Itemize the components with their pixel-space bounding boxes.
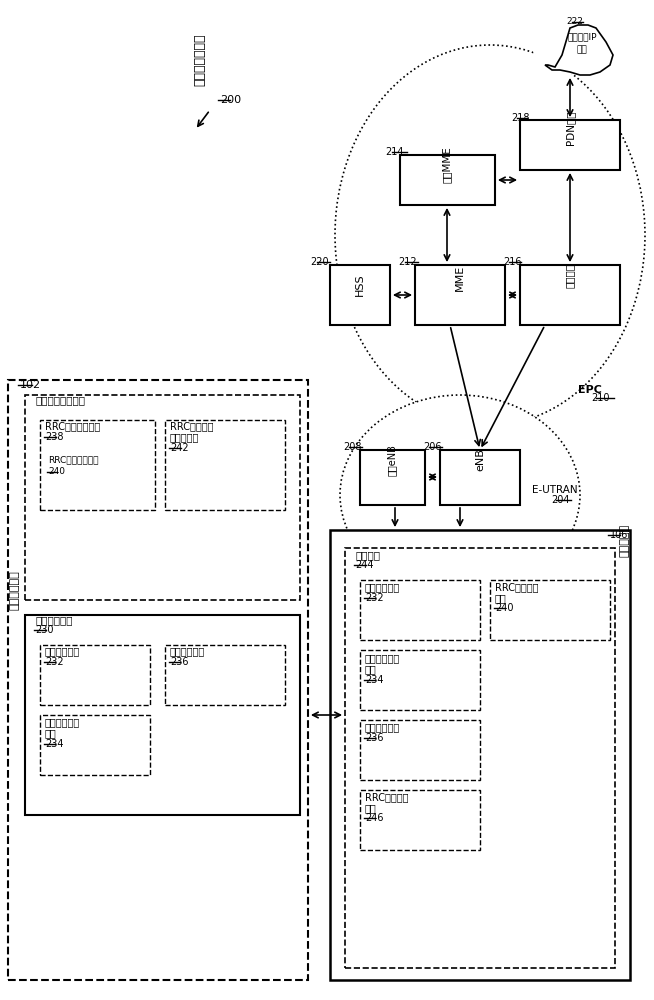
Text: 第二测量报告: 第二测量报告: [365, 722, 400, 732]
Bar: [400, 155, 495, 205]
Text: 指示: 指示: [45, 728, 57, 738]
Text: RRC重新配置指示: RRC重新配置指示: [48, 456, 99, 464]
Text: 指示: 指示: [495, 593, 507, 603]
Ellipse shape: [340, 395, 580, 595]
Text: RRC重新配置: RRC重新配置: [170, 421, 213, 431]
Bar: [40, 715, 150, 775]
Circle shape: [567, 37, 603, 73]
Text: 244: 244: [355, 560, 373, 570]
Text: 指示: 指示: [365, 664, 377, 674]
Text: 运营商的IP: 运营商的IP: [567, 32, 596, 41]
Bar: [520, 120, 620, 170]
Bar: [165, 420, 285, 510]
Bar: [345, 548, 615, 968]
Text: eNB: eNB: [475, 449, 485, 471]
Circle shape: [594, 39, 626, 71]
Text: 238: 238: [45, 432, 63, 442]
Bar: [8, 380, 308, 980]
Bar: [360, 790, 480, 850]
Text: 232: 232: [365, 593, 384, 603]
Bar: [40, 645, 150, 705]
Bar: [40, 420, 155, 510]
Text: 222: 222: [566, 17, 583, 26]
Bar: [440, 450, 520, 505]
Text: E-UTRAN: E-UTRAN: [532, 485, 578, 495]
Text: 204: 204: [551, 495, 569, 505]
Text: 第一测量报告: 第一测量报告: [365, 653, 400, 663]
Bar: [330, 265, 390, 325]
Text: 242: 242: [170, 443, 188, 453]
Text: 切换过程发起组件: 切换过程发起组件: [35, 395, 85, 405]
Bar: [520, 265, 620, 325]
Text: EPC: EPC: [578, 385, 602, 395]
Bar: [25, 615, 300, 815]
Text: 第一测量报告: 第一测量报告: [45, 717, 80, 727]
Text: 246: 246: [365, 813, 383, 823]
Text: 切换决定组件: 切换决定组件: [35, 615, 73, 625]
Text: 演进型分组系统: 演进型分组系统: [194, 34, 207, 86]
Text: 消息: 消息: [365, 803, 377, 813]
Circle shape: [533, 23, 577, 67]
Text: 206: 206: [422, 442, 441, 452]
Text: 服务: 服务: [577, 45, 587, 54]
Bar: [490, 580, 610, 640]
Bar: [415, 265, 505, 325]
Bar: [360, 450, 425, 505]
Text: 服务网关: 服务网关: [565, 262, 575, 288]
Text: RRC重新配置: RRC重新配置: [495, 582, 538, 592]
Text: 230: 230: [35, 625, 54, 635]
Text: 232: 232: [45, 657, 63, 667]
Text: HSS: HSS: [355, 274, 365, 296]
Polygon shape: [545, 25, 613, 75]
Text: RRC重新配置: RRC重新配置: [365, 792, 409, 802]
Ellipse shape: [335, 45, 645, 425]
Bar: [360, 650, 480, 710]
Text: 236: 236: [365, 733, 383, 743]
Text: 236: 236: [170, 657, 188, 667]
Bar: [360, 580, 480, 640]
Text: 第一测量报告: 第一测量报告: [365, 582, 400, 592]
Bar: [165, 645, 285, 705]
Text: 216: 216: [503, 257, 521, 267]
Text: 第一测量报告: 第一测量报告: [45, 646, 80, 656]
Bar: [330, 530, 630, 980]
Text: 220: 220: [311, 257, 330, 267]
Text: 240: 240: [495, 603, 513, 613]
Text: 其它MME: 其它MME: [442, 147, 452, 183]
Text: 调制解调器: 调制解调器: [620, 523, 630, 557]
Text: 234: 234: [365, 675, 383, 685]
Circle shape: [557, 14, 593, 50]
Bar: [360, 720, 480, 780]
Text: 214: 214: [386, 147, 404, 157]
Text: MME: MME: [455, 265, 465, 291]
Text: 240: 240: [48, 468, 65, 477]
Text: 发起定时器: 发起定时器: [170, 432, 199, 442]
Text: 234: 234: [45, 739, 63, 749]
Circle shape: [575, 20, 615, 60]
Circle shape: [554, 42, 586, 74]
Text: 200: 200: [220, 95, 241, 105]
Text: 208: 208: [343, 442, 361, 452]
Text: 102: 102: [20, 380, 41, 390]
Text: 切换管理组件: 切换管理组件: [10, 570, 20, 610]
Bar: [25, 395, 300, 600]
Text: 其它eNB: 其它eNB: [387, 444, 397, 476]
Text: 切换组件: 切换组件: [355, 550, 380, 560]
Text: 第二测量报告: 第二测量报告: [170, 646, 205, 656]
Text: 210: 210: [591, 393, 610, 403]
Text: 218: 218: [511, 113, 529, 123]
Text: 212: 212: [399, 257, 417, 267]
Text: 106: 106: [610, 530, 628, 540]
Text: RRC重新配置指示: RRC重新配置指示: [45, 421, 100, 431]
Text: PDN网关: PDN网关: [565, 111, 575, 145]
